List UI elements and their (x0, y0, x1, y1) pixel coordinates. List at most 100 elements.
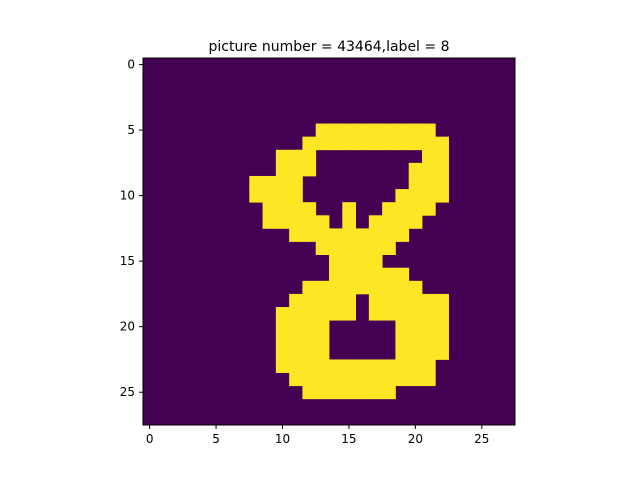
x-axis: 0 5 10 15 20 25 (146, 425, 489, 446)
pixel-cell (302, 333, 317, 347)
pixel-cell (435, 149, 449, 164)
pixel-cell (315, 372, 330, 387)
pixel-cell (342, 241, 356, 256)
pixel-cell (395, 307, 410, 321)
pixel-cell (435, 320, 449, 334)
pixel-cell (342, 215, 356, 229)
pixel-cell (315, 241, 330, 256)
pixel-cell (368, 241, 383, 256)
pixel-cell (382, 228, 396, 242)
pixel-cell (382, 241, 396, 256)
y-tick-label: 20 (120, 320, 135, 334)
pixel-cell (315, 280, 330, 295)
pixel-cell (342, 293, 356, 308)
pixel-cell (422, 320, 436, 334)
pixel-cell (302, 280, 317, 295)
pixel-cell (342, 385, 356, 400)
x-tick-label: 10 (275, 432, 290, 446)
pixel-cell (302, 228, 317, 242)
pixel-cell (289, 162, 303, 177)
pixel-cell (395, 372, 410, 387)
pixel-cell (408, 372, 423, 387)
pixel-cell (275, 359, 290, 373)
pixel-cell (342, 202, 356, 216)
pixel-cell (408, 333, 423, 347)
pixel-cell (342, 254, 356, 269)
pixel-cell (408, 189, 423, 203)
pixel-cell (315, 385, 330, 400)
pixel-cell (422, 333, 436, 347)
pixel-cell (329, 267, 343, 282)
pixel-cell (315, 293, 330, 308)
pixel-cell (368, 359, 383, 373)
pixel-cell (275, 333, 290, 347)
pixel-cell (368, 307, 383, 321)
pixel-cell (289, 346, 303, 360)
pixel-cell (329, 359, 343, 373)
pixel-cell (422, 149, 436, 164)
y-tick-label: 10 (120, 189, 135, 203)
pixel-cell (422, 202, 436, 216)
pixel-cell (275, 346, 290, 360)
pixel-cell (395, 123, 410, 138)
pixel-cell (342, 267, 356, 282)
pixel-cell (422, 175, 436, 190)
pixel-cell (302, 385, 317, 400)
pixel-cell (408, 293, 423, 308)
pixel-cell (289, 149, 303, 164)
pixel-cell (395, 267, 410, 282)
pixel-cell (368, 215, 383, 229)
pixel-cell (355, 372, 370, 387)
pixel-cell (342, 136, 356, 151)
pixel-cell (355, 136, 370, 151)
pixel-cell (302, 293, 317, 308)
x-tick-label: 20 (408, 432, 423, 446)
pixel-cell (342, 123, 356, 138)
pixel-cell (408, 307, 423, 321)
pixel-cell (422, 372, 436, 387)
pixel-cell (289, 320, 303, 334)
pixel-cell (408, 346, 423, 360)
pixel-cell (249, 175, 263, 190)
pixel-cell (302, 359, 317, 373)
pixel-cell (302, 202, 317, 216)
pixel-cell (275, 175, 290, 190)
pixel-cell (395, 346, 410, 360)
pixel-cell (422, 346, 436, 360)
pixel-cell (342, 228, 356, 242)
y-axis: 0 5 10 15 20 25 (120, 58, 143, 399)
y-tick-label: 5 (127, 123, 135, 137)
pixel-cell (368, 385, 383, 400)
pixel-cell (289, 333, 303, 347)
pixel-cell (395, 202, 410, 216)
pixel-cell (329, 228, 343, 242)
pixel-cell (315, 215, 330, 229)
pixel-cell (355, 228, 370, 242)
pixel-cell (395, 189, 410, 203)
pixel-cell (382, 385, 396, 400)
pixel-cell (368, 254, 383, 269)
pixel-cell (275, 189, 290, 203)
pixel-cell (355, 267, 370, 282)
pixel-cell (289, 293, 303, 308)
pixel-cell (315, 359, 330, 373)
pixel-cell (329, 372, 343, 387)
pixel-cell (329, 136, 343, 151)
pixel-cell (382, 202, 396, 216)
pixel-cell (368, 280, 383, 295)
pixel-cell (435, 189, 449, 203)
pixel-cell (289, 359, 303, 373)
pixel-cell (408, 280, 423, 295)
pixel-cell (289, 307, 303, 321)
pixel-cell (368, 293, 383, 308)
pixel-cell (355, 359, 370, 373)
pixel-cell (355, 241, 370, 256)
pixel-cell (289, 189, 303, 203)
pixel-cell (302, 372, 317, 387)
pixel-cell (408, 202, 423, 216)
pixel-cell (315, 228, 330, 242)
pixel-cell (289, 175, 303, 190)
pixel-cell (395, 280, 410, 295)
pixel-cell (422, 123, 436, 138)
pixel-cell (395, 320, 410, 334)
